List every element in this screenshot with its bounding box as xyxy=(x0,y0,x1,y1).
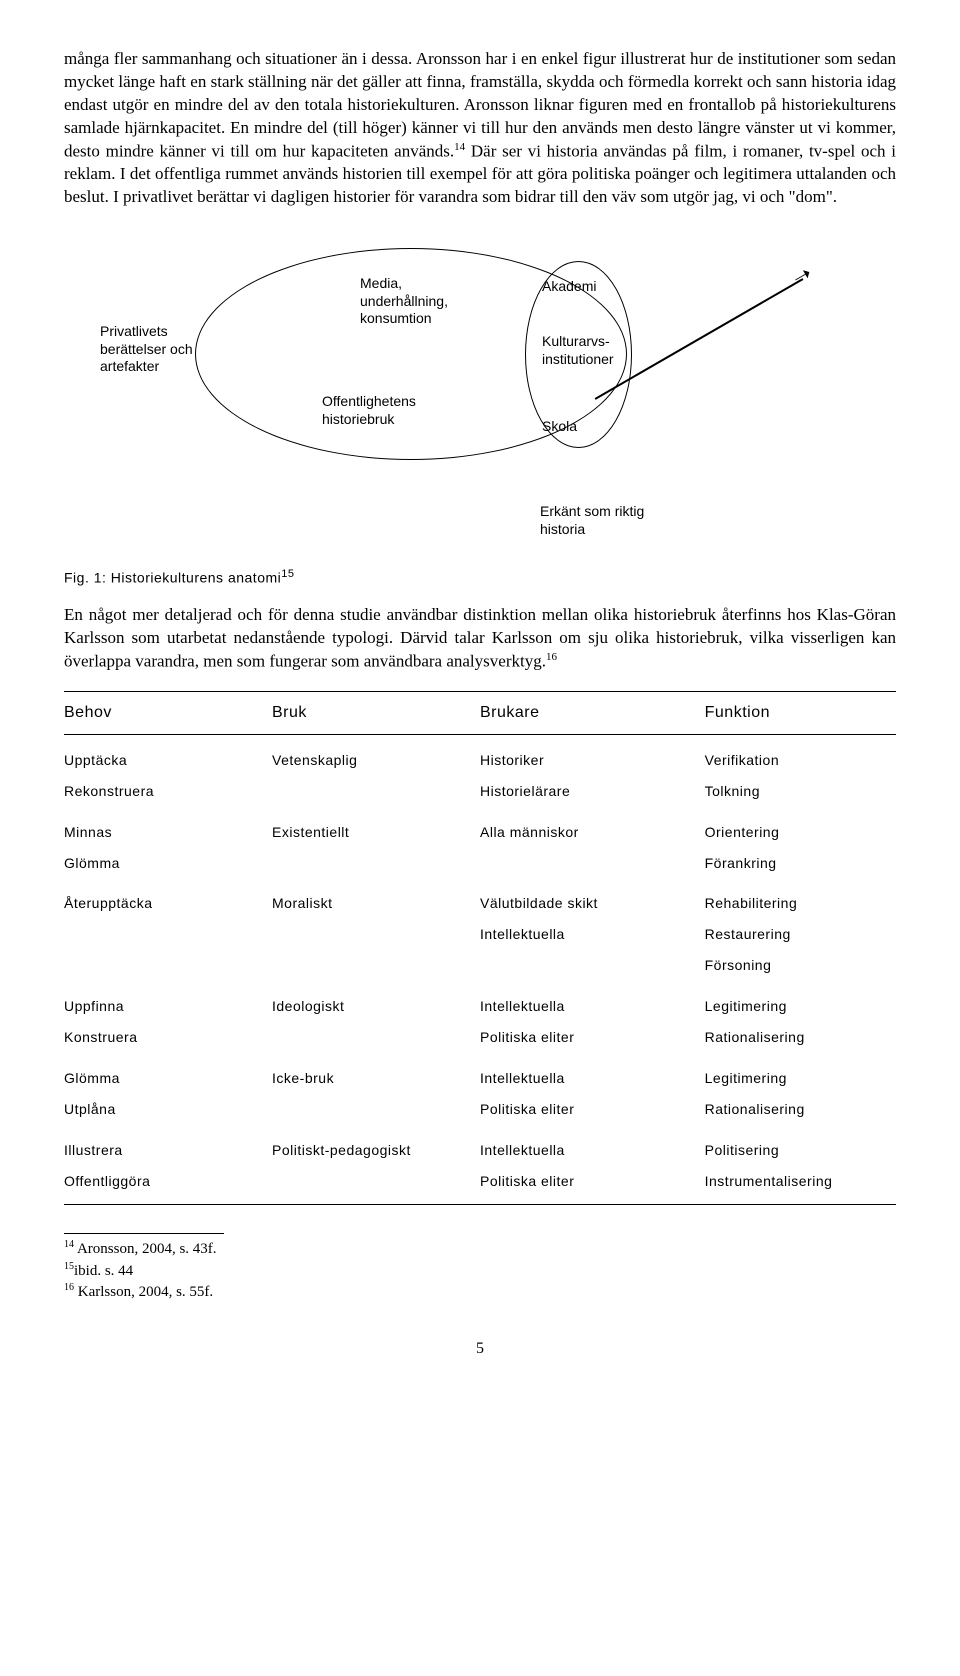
table-cell xyxy=(64,950,272,981)
footnote-16: 16 Karlsson, 2004, s. 55f. xyxy=(64,1281,896,1302)
table-cell xyxy=(480,848,705,879)
th-funktion: Funktion xyxy=(705,692,896,735)
table-row: IntellektuellaRestaurering xyxy=(64,919,896,950)
table-cell: Vetenskaplig xyxy=(272,734,480,775)
table-cell: Glömma xyxy=(64,1053,272,1094)
th-behov: Behov xyxy=(64,692,272,735)
table-cell: Offentliggöra xyxy=(64,1166,272,1205)
table-cell: Välutbildade skikt xyxy=(480,878,705,919)
table-row: Utplåna Politiska eliterRationalisering xyxy=(64,1094,896,1125)
para2-text: En något mer detaljerad och för denna st… xyxy=(64,605,896,671)
table-row: GlömmaIcke-brukIntellektuellaLegitimerin… xyxy=(64,1053,896,1094)
table-row: MinnasExistentielltAlla människorOriente… xyxy=(64,807,896,848)
table-cell: Verifikation xyxy=(705,734,896,775)
table-cell: Ideologiskt xyxy=(272,981,480,1022)
fig-caption-text: Fig. 1: Historiekulturens anatomi xyxy=(64,570,281,586)
table-cell: Orientering xyxy=(705,807,896,848)
table-row: Rekonstruera HistorielärareTolkning xyxy=(64,776,896,807)
table-cell: Illustrera xyxy=(64,1125,272,1166)
table-cell: Restaurering xyxy=(705,919,896,950)
table-cell xyxy=(480,950,705,981)
table-row: Försoning xyxy=(64,950,896,981)
footnote-rule xyxy=(64,1233,224,1234)
table-cell: Intellektuella xyxy=(480,919,705,950)
table-row: UppfinnaIdeologisktIntellektuellaLegitim… xyxy=(64,981,896,1022)
label-erkant: Erkänt som riktighistoria xyxy=(540,503,644,538)
footnote-ref-15: 15 xyxy=(281,568,294,580)
label-privatlivets: Privatlivetsberättelser ochartefakter xyxy=(100,323,210,376)
fn15-text: ibid. s. 44 xyxy=(74,1263,133,1279)
table-row: ÅterupptäckaMoralisktVälutbildade skiktR… xyxy=(64,878,896,919)
table-cell: Legitimering xyxy=(705,1053,896,1094)
label-offentlighetens: Offentlighetenshistoriebruk xyxy=(322,393,416,428)
label-media: Media,underhållning,konsumtion xyxy=(360,275,448,328)
table-cell: Tolkning xyxy=(705,776,896,807)
table-cell: Försoning xyxy=(705,950,896,981)
table-cell: Uppfinna xyxy=(64,981,272,1022)
table-cell: Intellektuella xyxy=(480,1053,705,1094)
footnote-14: 14 Aronsson, 2004, s. 43f. xyxy=(64,1238,896,1259)
figure-1-diagram: Privatlivetsberättelser ochartefakter Me… xyxy=(100,223,860,553)
th-brukare: Brukare xyxy=(480,692,705,735)
footnote-ref-16: 16 xyxy=(546,651,557,663)
body-paragraph-2: En något mer detaljerad och för denna st… xyxy=(64,604,896,673)
table-row: Glömma Förankring xyxy=(64,848,896,879)
table-cell: Politiska eliter xyxy=(480,1022,705,1053)
table-cell: Historiker xyxy=(480,734,705,775)
table-cell xyxy=(272,1022,480,1053)
table-cell: Återupptäcka xyxy=(64,878,272,919)
arrow-head-icon: ➝ xyxy=(789,262,816,290)
table-row: UpptäckaVetenskapligHistorikerVerifikati… xyxy=(64,734,896,775)
fn14-text: Aronsson, 2004, s. 43f. xyxy=(77,1241,217,1257)
table-cell xyxy=(272,776,480,807)
th-bruk: Bruk xyxy=(272,692,480,735)
table-cell: Politiska eliter xyxy=(480,1094,705,1125)
table-cell: Intellektuella xyxy=(480,981,705,1022)
table-cell xyxy=(272,1094,480,1125)
table-cell: Rationalisering xyxy=(705,1094,896,1125)
table-cell: Politiskt-pedagogiskt xyxy=(272,1125,480,1166)
table-cell: Konstruera xyxy=(64,1022,272,1053)
table-cell: Legitimering xyxy=(705,981,896,1022)
table-cell: Politiska eliter xyxy=(480,1166,705,1205)
table-row: Konstruera Politiska eliterRationaliserin… xyxy=(64,1022,896,1053)
table-cell: Historielärare xyxy=(480,776,705,807)
table-cell: Rekonstruera xyxy=(64,776,272,807)
body-paragraph-1: många fler sammanhang och situationer än… xyxy=(64,48,896,209)
table-cell: Politisering xyxy=(705,1125,896,1166)
label-kulturarvs: Kulturarvs-institutioner xyxy=(542,333,614,368)
table-cell: Rationalisering xyxy=(705,1022,896,1053)
table-cell: Alla människor xyxy=(480,807,705,848)
table-row: IllustreraPolitiskt-pedagogisktIntellekt… xyxy=(64,1125,896,1166)
table-cell xyxy=(272,1166,480,1205)
table-cell: Moraliskt xyxy=(272,878,480,919)
page-number: 5 xyxy=(64,1338,896,1360)
table-cell xyxy=(272,950,480,981)
table-cell: Glömma xyxy=(64,848,272,879)
table-cell: Utplåna xyxy=(64,1094,272,1125)
table-cell: Existentiellt xyxy=(272,807,480,848)
table-row: Offentliggöra Politiska eliterInstrumenta… xyxy=(64,1166,896,1205)
label-akademi: Akademi xyxy=(542,278,596,296)
table-cell: Intellektuella xyxy=(480,1125,705,1166)
figure-1-caption: Fig. 1: Historiekulturens anatomi15 xyxy=(64,567,896,588)
table-cell xyxy=(64,919,272,950)
footnote-ref-14: 14 xyxy=(454,141,465,153)
footnote-15: 15ibid. s. 44 xyxy=(64,1260,896,1281)
footnotes: 14 Aronsson, 2004, s. 43f. 15ibid. s. 44… xyxy=(64,1233,896,1302)
table-cell: Icke-bruk xyxy=(272,1053,480,1094)
table-cell: Instrumentalisering xyxy=(705,1166,896,1205)
table-cell xyxy=(272,919,480,950)
label-skola: Skola xyxy=(542,418,577,436)
table-cell: Upptäcka xyxy=(64,734,272,775)
fn16-text: Karlsson, 2004, s. 55f. xyxy=(78,1284,213,1300)
typology-table: Behov Bruk Brukare Funktion UpptäckaVete… xyxy=(64,691,896,1205)
table-cell: Rehabilitering xyxy=(705,878,896,919)
table-cell: Minnas xyxy=(64,807,272,848)
table-cell xyxy=(272,848,480,879)
table-header-row: Behov Bruk Brukare Funktion xyxy=(64,692,896,735)
table-cell: Förankring xyxy=(705,848,896,879)
